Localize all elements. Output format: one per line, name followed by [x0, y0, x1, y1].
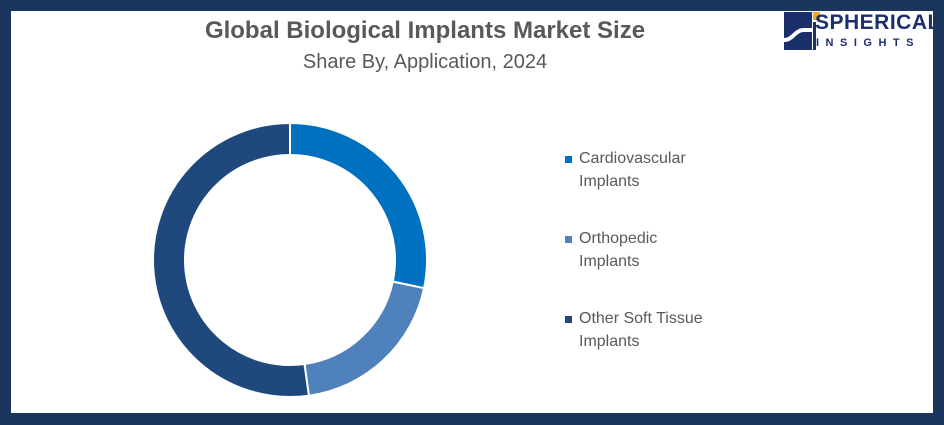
logo-text-secondary: INSIGHTS	[816, 37, 920, 49]
logo-text-primary: SPHERICAL	[815, 11, 941, 34]
chart-title: Global Biological Implants Market Size	[204, 17, 646, 44]
legend-swatch	[565, 156, 572, 163]
legend-label: Orthopedic Implants	[579, 230, 658, 270]
donut-slice-cardiovascular-implants	[289, 121, 428, 290]
donut-slice-orthopedic-implants	[303, 280, 426, 397]
donut-slice-other-soft-tissue-implants	[152, 121, 311, 398]
legend-swatch	[565, 316, 572, 323]
spherical-insights-logo: SPHERICAL INSIGHTS	[770, 8, 940, 58]
chart-subtitle: Share By, Application, 2024	[302, 51, 548, 73]
legend-swatch	[565, 236, 572, 243]
legend-label: Cardiovascular Implants	[579, 150, 686, 190]
logo-mark-icon	[784, 12, 820, 50]
legend-label: Other Soft Tissue Implants	[579, 310, 703, 350]
